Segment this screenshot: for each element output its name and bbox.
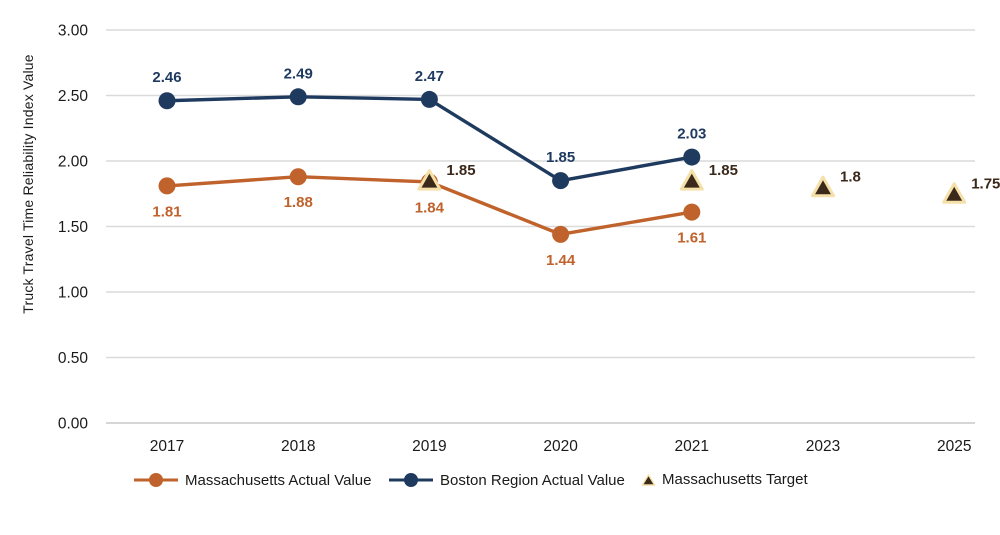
data-point-marker xyxy=(683,203,701,221)
target-triangle-marker xyxy=(942,182,967,204)
y-axis-title: Truck Travel Time Reliability Index Valu… xyxy=(20,54,36,314)
data-point-label: 1.85 xyxy=(446,162,475,179)
x-tick-label: 2023 xyxy=(806,438,840,455)
x-tick-label: 2020 xyxy=(543,438,578,455)
line-circle-swatch-icon xyxy=(134,473,178,487)
data-point-label: 1.85 xyxy=(709,162,738,179)
legend-item-massachusetts-actual: Massachusetts Actual Value xyxy=(133,471,372,489)
data-point-label: 2.46 xyxy=(152,69,181,86)
data-point-label: 1.8 xyxy=(840,169,861,186)
data-point-label: 2.49 xyxy=(284,65,313,82)
data-point-label: 1.84 xyxy=(415,199,445,216)
y-tick-label: 2.50 xyxy=(58,88,89,105)
x-tick-label: 2025 xyxy=(937,438,971,455)
legend-label: Massachusetts Actual Value xyxy=(185,471,372,489)
data-point-label: 1.81 xyxy=(152,203,181,220)
target-triangle-marker xyxy=(811,175,835,198)
data-point-marker xyxy=(552,225,570,243)
y-tick-label: 1.00 xyxy=(58,285,89,302)
y-tick-label: 0.50 xyxy=(58,350,89,367)
x-tick-label: 2017 xyxy=(150,438,184,455)
y-tick-label: 3.00 xyxy=(58,23,89,40)
data-point-marker xyxy=(420,90,438,108)
y-tick-label: 2.00 xyxy=(58,154,89,171)
line-circle-swatch-icon xyxy=(389,473,433,487)
data-point-label: 1.44 xyxy=(546,252,576,269)
data-point-marker xyxy=(552,172,570,190)
target-triangle-marker xyxy=(417,169,442,191)
data-point-label: 1.88 xyxy=(284,194,313,211)
y-tick-label: 0.00 xyxy=(58,416,89,433)
legend-item-massachusetts-target: Massachusetts Target xyxy=(641,471,808,488)
legend-label: Boston Region Actual Value xyxy=(440,471,625,489)
x-tick-label: 2019 xyxy=(412,438,446,455)
target-triangle-marker xyxy=(679,169,704,191)
chart-legend: Massachusetts Actual Value Boston Region… xyxy=(0,471,1000,495)
data-point-marker xyxy=(289,88,307,106)
data-point-marker xyxy=(158,177,176,195)
legend-item-boston-region-actual: Boston Region Actual Value xyxy=(388,471,625,489)
series-line xyxy=(166,95,693,183)
data-point-label: 2.47 xyxy=(415,68,444,85)
data-point-marker xyxy=(683,148,701,166)
chart-plot-area: Truck Travel Time Reliability Index Valu… xyxy=(20,23,1000,456)
x-tick-label: 2021 xyxy=(675,438,709,455)
triangle-swatch-icon xyxy=(641,473,656,486)
data-point-label: 1.75 xyxy=(971,175,1000,192)
data-point-label: 1.61 xyxy=(677,230,706,247)
y-tick-label: 1.50 xyxy=(58,219,89,236)
legend-label: Massachusetts Target xyxy=(662,471,808,488)
data-point-label: 1.85 xyxy=(546,149,575,166)
data-point-label: 2.03 xyxy=(677,126,706,143)
x-tick-label: 2018 xyxy=(281,438,315,455)
data-point-marker xyxy=(289,168,307,186)
data-point-marker xyxy=(158,92,176,110)
